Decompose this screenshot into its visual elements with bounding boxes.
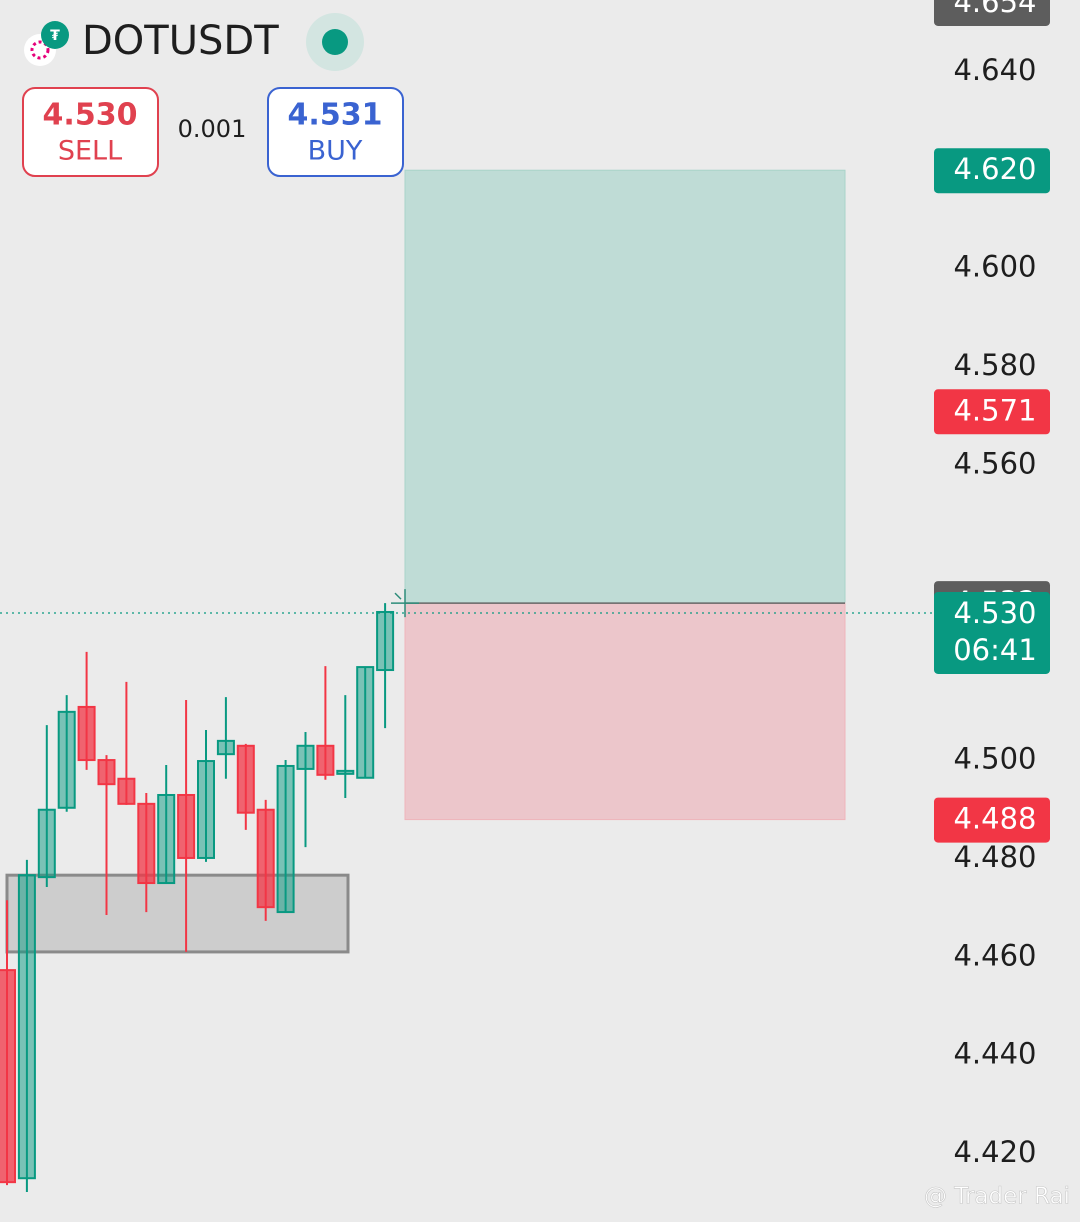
- price-scale: 4.6404.6204.6004.5804.5604.5204.5004.480…: [934, 0, 1050, 1169]
- last-price-label: 4.530: [953, 596, 1036, 630]
- cursor: [391, 589, 419, 618]
- candle-body: [276, 764, 295, 914]
- candle-body: [316, 744, 335, 776]
- target-badge-label: 4.620: [953, 152, 1036, 186]
- y-tick-label: 4.460: [953, 938, 1036, 972]
- plot-area: [0, 169, 932, 1192]
- y-tick-label: 4.580: [953, 348, 1036, 382]
- watermark: @ Trader Rai: [924, 1184, 1070, 1210]
- y-tick-label: 4.600: [953, 250, 1036, 284]
- countdown: 06:41: [953, 633, 1037, 667]
- candle-body: [296, 744, 315, 770]
- candle-body: [216, 739, 235, 756]
- price-badge-label: 4.654: [953, 0, 1036, 19]
- stop-badge: [934, 797, 1050, 843]
- sell-price: 4.530: [43, 98, 138, 133]
- y-tick-label: 4.560: [953, 446, 1036, 480]
- candle-body: [197, 760, 215, 859]
- candle-body: [37, 808, 56, 879]
- candle-body: [157, 793, 176, 885]
- exchange-icon: [41, 21, 69, 49]
- drawn-zone: [5, 873, 350, 954]
- candle-body: [57, 710, 76, 809]
- sell-label: SELL: [58, 136, 122, 167]
- symbol: DOTUSDT: [82, 18, 279, 64]
- buy-label: BUY: [308, 136, 363, 167]
- y-tick-label: 4.420: [953, 1135, 1036, 1169]
- last-price-badge: [934, 591, 1050, 674]
- price-badge: [934, 0, 1050, 26]
- candle-body: [236, 744, 255, 814]
- spread: 0.001: [178, 115, 247, 143]
- candle-body: [336, 769, 355, 775]
- candle-body: [137, 802, 156, 885]
- y-tick-label: 4.440: [953, 1037, 1036, 1071]
- header: ₮ DOTUSDT 4.530 SELL 0.001 4.531 BUY: [22, 13, 404, 177]
- profit-zone: [404, 169, 846, 604]
- sell-button[interactable]: [22, 87, 159, 177]
- buy-button[interactable]: [267, 87, 404, 177]
- exchange-icon-glyph: ₮: [50, 28, 60, 44]
- y-tick-label: 4.640: [953, 53, 1036, 87]
- candle-body: [77, 705, 96, 762]
- stop-badge-label: 4.488: [953, 802, 1036, 836]
- candle-body: [376, 610, 395, 672]
- candle-body: [117, 777, 136, 805]
- candle-body: [177, 793, 196, 859]
- candle-body: [356, 666, 375, 779]
- target-badge: [934, 148, 1050, 194]
- buy-price: 4.531: [288, 98, 383, 133]
- price-badge: [934, 389, 1050, 435]
- price-badge-label: 4.571: [953, 393, 1036, 427]
- y-tick-label: 4.480: [953, 840, 1036, 874]
- candle-body: [97, 759, 116, 786]
- loss-zone: [404, 602, 846, 821]
- y-tick-label: 4.500: [953, 742, 1036, 776]
- candle-body: [0, 969, 16, 1184]
- candle-body: [256, 808, 275, 909]
- coin-icon-ring: [30, 40, 50, 60]
- candle-body: [17, 874, 36, 1180]
- market-status-dot: [322, 29, 348, 55]
